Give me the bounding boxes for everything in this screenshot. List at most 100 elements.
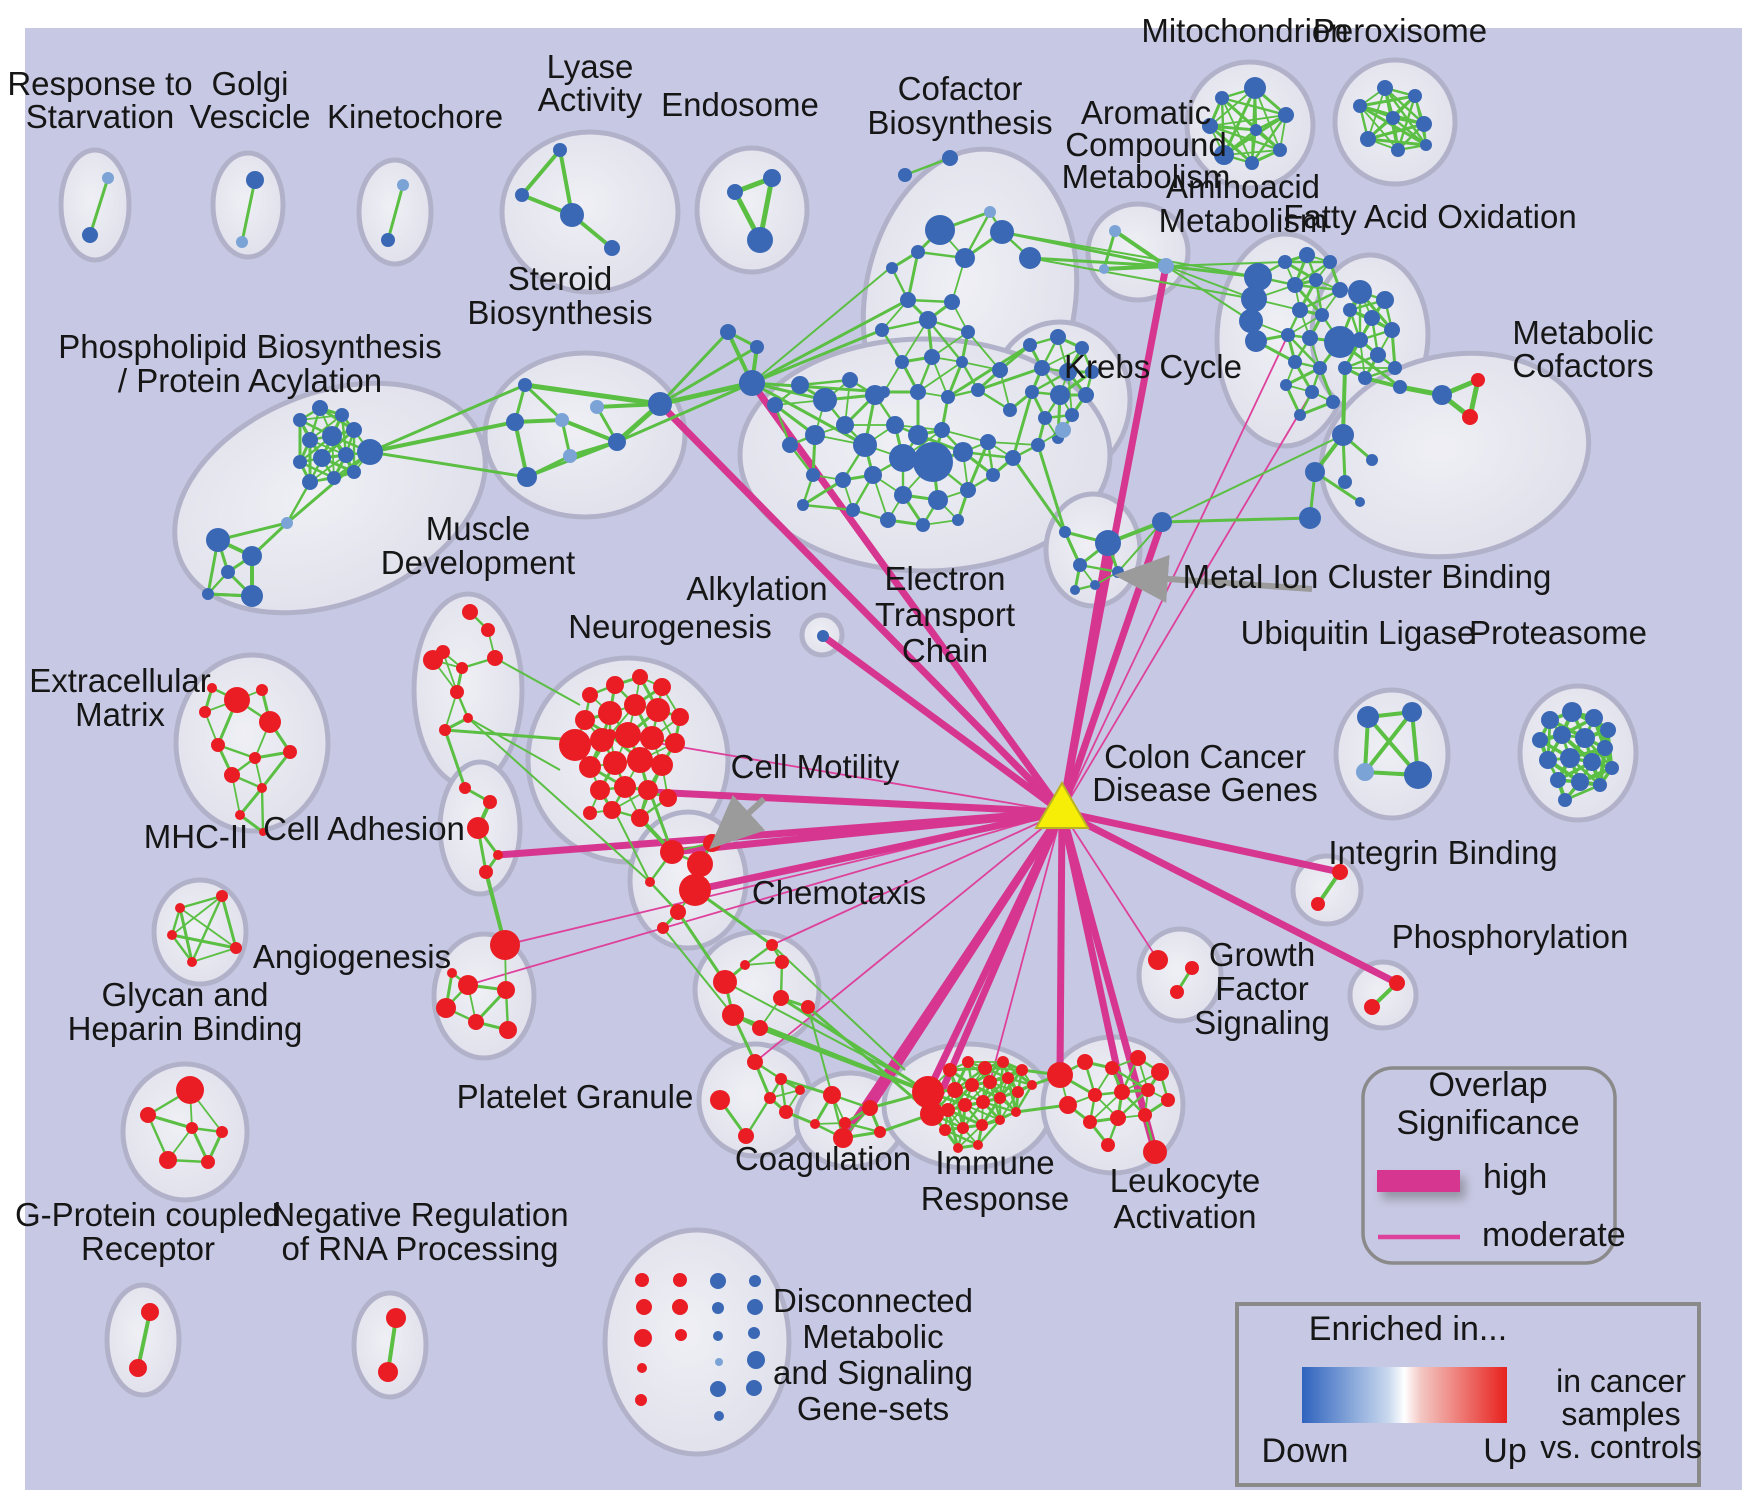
gene-set-node: [598, 701, 622, 725]
enrichment-gradient-icon: [1302, 1367, 1507, 1423]
gene-set-node: [1585, 709, 1603, 727]
gene-set-node: [634, 1329, 652, 1347]
gene-set-node: [1338, 475, 1352, 489]
gene-set-node: [727, 184, 743, 200]
label-muscle-development: Development: [381, 544, 575, 581]
gene-set-node: [322, 426, 342, 446]
gene-set-node: [1158, 258, 1174, 274]
cluster-cell-adhesion: [459, 782, 503, 879]
label-immune-response: Response: [921, 1180, 1070, 1217]
spoke-moderate: [1061, 391, 1313, 813]
label-chemotaxis: Chemotaxis: [752, 874, 926, 911]
label-mitochondrion: Mitochondrion: [1141, 12, 1348, 49]
gene-set-node: [497, 981, 515, 999]
gene-set-node: [606, 676, 624, 694]
spoke-high: [1058, 808, 1126, 1096]
gene-set-node: [898, 168, 912, 182]
gene-set-node: [653, 678, 671, 696]
gene-set-node: [199, 706, 211, 718]
cluster-response-to-starvation: [82, 172, 114, 243]
green-edge: [947, 343, 1031, 399]
gene-set-node: [615, 722, 641, 748]
gene-set-node: [397, 179, 409, 191]
gene-set-node: [563, 449, 577, 463]
green-edge: [1161, 516, 1311, 524]
label-aromatic-compound-metabolism: Compound: [1065, 126, 1226, 163]
gene-set-node: [423, 650, 443, 670]
green-edge: [369, 383, 526, 454]
green-edge: [299, 414, 343, 421]
gene-set-node: [439, 724, 451, 736]
gene-set-node: [1311, 897, 1325, 911]
cluster-ellipse-steroid-biosynthesis: [482, 350, 688, 520]
gene-set-node: [715, 1358, 723, 1366]
gene-set-node: [335, 408, 349, 422]
gene-set-node: [467, 817, 489, 839]
gene-set-node: [627, 747, 653, 773]
gene-set-node: [327, 471, 341, 485]
label-leukocyte-activation: Activation: [1113, 1198, 1256, 1235]
cluster-growth-factor-signaling: [1148, 950, 1199, 999]
spoke-high: [928, 808, 1066, 1118]
gene-set-node: [1553, 726, 1571, 744]
gene-set-node: [176, 1076, 204, 1104]
spoke-high: [748, 379, 1066, 816]
gene-set-node: [1101, 1138, 1115, 1152]
label-disconnected-gene-sets: Gene-sets: [797, 1390, 949, 1427]
gene-set-node: [230, 942, 242, 954]
legend-enriched-title: Enriched in...: [1309, 1310, 1507, 1348]
gene-set-node: [490, 930, 520, 960]
gene-set-node: [713, 1331, 723, 1341]
gene-set-node: [635, 1273, 649, 1287]
gene-set-node: [712, 1302, 724, 1314]
gene-set-node: [357, 439, 383, 465]
gene-set-node: [1420, 139, 1432, 151]
gene-set-node: [875, 323, 889, 337]
gene-set-node: [259, 711, 281, 733]
label-steroid-biosynthesis: Biosynthesis: [467, 294, 652, 331]
green-edge: [906, 251, 920, 301]
gene-set-node: [1025, 385, 1039, 399]
gene-set-node: [1065, 408, 1079, 422]
green-edge: [240, 179, 257, 243]
gene-set-node: [710, 1273, 726, 1289]
gene-set-node: [1432, 385, 1452, 405]
green-edge: [807, 1006, 833, 1096]
label-aromatic-compound-metabolism: Metabolism: [1062, 158, 1231, 195]
green-edge: [88, 177, 110, 236]
gene-set-node: [479, 865, 493, 879]
gene-set-node: [1343, 303, 1357, 317]
cluster-electron-transport-chain: [767, 372, 1071, 532]
gene-set-node: [1002, 1072, 1014, 1084]
gene-set-node: [965, 1078, 979, 1092]
gene-set-node: [1075, 341, 1089, 355]
gene-set-node: [651, 754, 673, 776]
spoke-moderate: [467, 811, 1063, 986]
green-edge: [676, 911, 727, 983]
green-edge: [467, 717, 561, 771]
spoke-moderate: [1061, 334, 1289, 813]
cluster-peroxisome: [1353, 80, 1432, 157]
overlap-spokes: [467, 262, 1401, 1156]
green-edge: [1029, 257, 1255, 300]
cluster-muscle-development: [423, 604, 503, 736]
cluster-phosphorylation: [1364, 975, 1405, 1015]
gene-set-node: [1332, 424, 1354, 446]
green-edge: [523, 383, 564, 422]
gene-set-node: [1393, 380, 1407, 394]
gene-set-node: [518, 378, 532, 392]
label-cofactor-biosynthesis: Cofactor: [898, 70, 1023, 107]
gene-set-node: [468, 1014, 484, 1030]
green-edge: [1165, 265, 1255, 300]
label-golgi-vescicle: Vescicle: [189, 98, 310, 135]
gene-set-node: [187, 957, 197, 967]
gene-set-node: [517, 467, 537, 487]
gene-set-node: [1273, 143, 1287, 157]
gene-set-node: [1352, 332, 1368, 348]
gene-set-node: [1288, 355, 1302, 369]
gene-set-node: [636, 1299, 652, 1315]
gene-set-node: [823, 1086, 841, 1104]
green-edge: [751, 267, 891, 384]
label-krebs-cycle: Krebs Cycle: [1064, 348, 1242, 385]
